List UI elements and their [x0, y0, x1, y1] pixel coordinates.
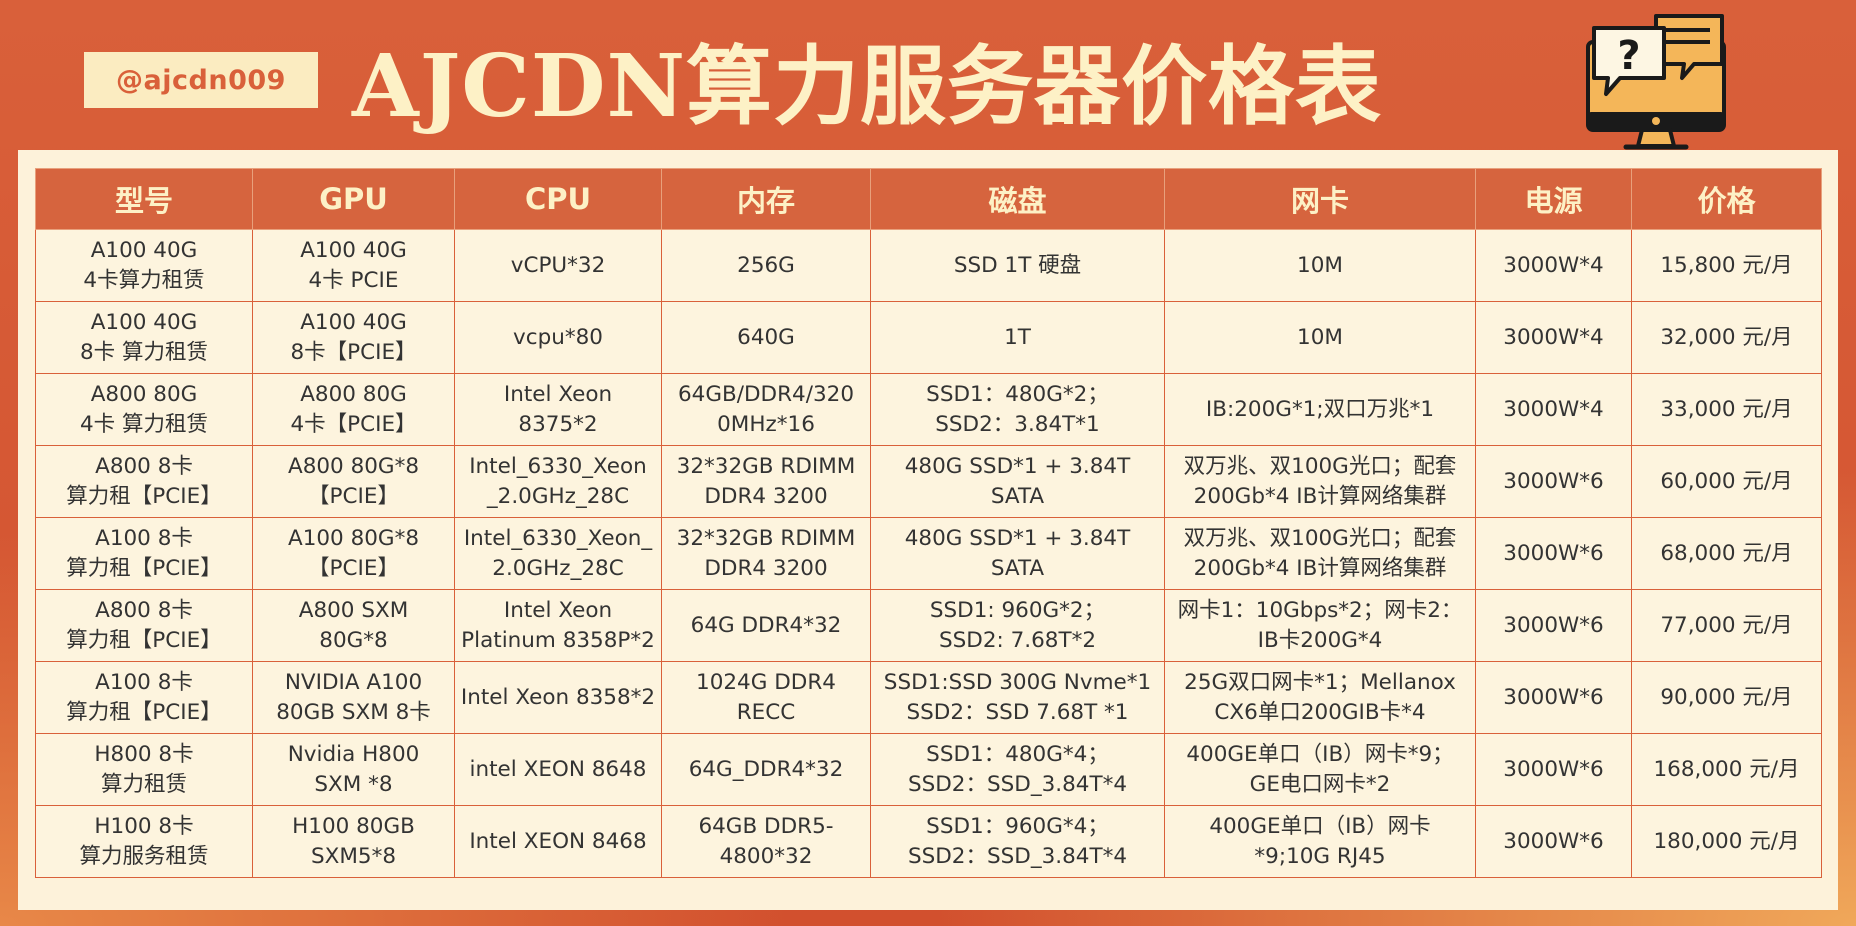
cell-price: 77,000 元/月	[1631, 589, 1822, 662]
column-header-disk: 磁盘	[870, 168, 1165, 230]
column-header-price: 价格	[1631, 168, 1822, 230]
cell-model: A100 40G 4卡算力租赁	[35, 229, 253, 302]
cell-disk: SSD1:SSD 300G Nvme*1 SSD2：SSD 7.68T *1	[870, 661, 1165, 734]
cell-disk: 1T	[870, 301, 1165, 374]
cell-disk: SSD1：480G*2； SSD2：3.84T*1	[870, 373, 1165, 446]
cell-price: 60,000 元/月	[1631, 445, 1822, 518]
cell-cpu: intel XEON 8648	[454, 733, 662, 806]
cell-memory: 64G DDR4*32	[661, 589, 871, 662]
column-header-gpu: GPU	[252, 168, 455, 230]
cell-model: A100 40G 8卡 算力租赁	[35, 301, 253, 374]
cell-gpu: A100 40G 4卡 PCIE	[252, 229, 455, 302]
cell-cpu: Intel_6330_Xeon _2.0GHz_28C	[454, 445, 662, 518]
cell-gpu: A800 80G*8 【PCIE】	[252, 445, 455, 518]
cell-memory: 64GB/DDR4/320 0MHz*16	[661, 373, 871, 446]
cell-price: 168,000 元/月	[1631, 733, 1822, 806]
table-row: A100 40G 4卡算力租赁 A100 40G 4卡 PCIE vCPU*32…	[35, 229, 1822, 302]
cell-disk: 480G SSD*1 + 3.84T SATA	[870, 517, 1165, 590]
cell-cpu: Intel XEON 8468	[454, 805, 662, 878]
cell-power: 3000W*6	[1475, 805, 1632, 878]
page-title: AJCDN算力服务器价格表	[352, 35, 1383, 137]
cell-cpu: Intel_6330_Xeon_ 2.0GHz_28C	[454, 517, 662, 590]
table-row: A100 8卡 算力租【PCIE】 NVIDIA A100 80GB SXM 8…	[35, 661, 1822, 734]
table-header: 型号 GPU CPU 内存 磁盘 网卡 电源 价格	[35, 168, 1822, 230]
cell-cpu: vcpu*80	[454, 301, 662, 374]
cell-disk: 480G SSD*1 + 3.84T SATA	[870, 445, 1165, 518]
cell-cpu: Intel Xeon 8358*2	[454, 661, 662, 734]
cell-memory: 256G	[661, 229, 871, 302]
cell-power: 3000W*4	[1475, 301, 1632, 374]
cell-power: 3000W*4	[1475, 373, 1632, 446]
cell-memory: 32*32GB RDIMM DDR4 3200	[661, 445, 871, 518]
cell-price: 180,000 元/月	[1631, 805, 1822, 878]
cell-model: A800 8卡 算力租【PCIE】	[35, 589, 253, 662]
column-header-memory: 内存	[661, 168, 871, 230]
computer-question-chat-icon: ?	[1586, 14, 1726, 150]
cell-gpu: A100 40G 8卡【PCIE】	[252, 301, 455, 374]
cell-power: 3000W*6	[1475, 589, 1632, 662]
cell-network: 10M	[1164, 301, 1476, 374]
cell-memory: 32*32GB RDIMM DDR4 3200	[661, 517, 871, 590]
cell-network: 400GE单口（IB）网卡 *9;10G RJ45	[1164, 805, 1476, 878]
cell-memory: 64GB DDR5- 4800*32	[661, 805, 871, 878]
column-header-network: 网卡	[1164, 168, 1476, 230]
cell-price: 15,800 元/月	[1631, 229, 1822, 302]
cell-memory: 1024G DDR4 RECC	[661, 661, 871, 734]
cell-gpu: NVIDIA A100 80GB SXM 8卡	[252, 661, 455, 734]
price-table: 型号 GPU CPU 内存 磁盘 网卡 电源 价格 A100 40G 4卡算力租…	[35, 168, 1822, 878]
svg-text:?: ?	[1617, 33, 1640, 79]
cell-network: 网卡1：10Gbps*2；网卡2： IB卡200G*4	[1164, 589, 1476, 662]
table-row: A100 8卡 算力租【PCIE】 A100 80G*8 【PCIE】 Inte…	[35, 517, 1822, 590]
cell-cpu: Intel Xeon 8375*2	[454, 373, 662, 446]
handle-badge: @ajcdn009	[84, 52, 318, 108]
cell-network: 10M	[1164, 229, 1476, 302]
cell-power: 3000W*6	[1475, 517, 1632, 590]
cell-cpu: Intel Xeon Platinum 8358P*2	[454, 589, 662, 662]
cell-model: H100 8卡 算力服务租赁	[35, 805, 253, 878]
handle-text: @ajcdn009	[116, 64, 286, 96]
cell-model: A100 8卡 算力租【PCIE】	[35, 517, 253, 590]
cell-model: A100 8卡 算力租【PCIE】	[35, 661, 253, 734]
cell-cpu: vCPU*32	[454, 229, 662, 302]
cell-gpu: Nvidia H800 SXM *8	[252, 733, 455, 806]
cell-price: 33,000 元/月	[1631, 373, 1822, 446]
cell-power: 3000W*6	[1475, 445, 1632, 518]
table-row: H100 8卡 算力服务租赁 H100 80GB SXM5*8 Intel XE…	[35, 805, 1822, 878]
cell-gpu: A800 80G 4卡【PCIE】	[252, 373, 455, 446]
cell-disk: SSD1: 960G*2； SSD2: 7.68T*2	[870, 589, 1165, 662]
cell-network: IB:200G*1;双口万兆*1	[1164, 373, 1476, 446]
table-row: H800 8卡 算力租赁 Nvidia H800 SXM *8 intel XE…	[35, 733, 1822, 806]
cell-price: 90,000 元/月	[1631, 661, 1822, 734]
cell-power: 3000W*6	[1475, 661, 1632, 734]
column-header-cpu: CPU	[454, 168, 662, 230]
cell-model: A800 8卡 算力租【PCIE】	[35, 445, 253, 518]
cell-model: A800 80G 4卡 算力租赁	[35, 373, 253, 446]
header-row: 型号 GPU CPU 内存 磁盘 网卡 电源 价格	[35, 168, 1822, 230]
cell-model: H800 8卡 算力租赁	[35, 733, 253, 806]
table-row: A800 8卡 算力租【PCIE】 A800 80G*8 【PCIE】 Inte…	[35, 445, 1822, 518]
cell-network: 400GE单口（IB）网卡*9； GE电口网卡*2	[1164, 733, 1476, 806]
cell-network: 双万兆、双100G光口；配套 200Gb*4 IB计算网络集群	[1164, 445, 1476, 518]
column-header-power: 电源	[1475, 168, 1632, 230]
table-body: A100 40G 4卡算力租赁 A100 40G 4卡 PCIE vCPU*32…	[35, 229, 1822, 878]
cell-network: 双万兆、双100G光口；配套 200Gb*4 IB计算网络集群	[1164, 517, 1476, 590]
cell-price: 68,000 元/月	[1631, 517, 1822, 590]
cell-gpu: A100 80G*8 【PCIE】	[252, 517, 455, 590]
cell-disk: SSD1：960G*4； SSD2：SSD_3.84T*4	[870, 805, 1165, 878]
table-row: A100 40G 8卡 算力租赁 A100 40G 8卡【PCIE】 vcpu*…	[35, 301, 1822, 374]
cell-power: 3000W*6	[1475, 733, 1632, 806]
cell-memory: 640G	[661, 301, 871, 374]
cell-network: 25G双口网卡*1；Mellanox CX6单口200GIB卡*4	[1164, 661, 1476, 734]
cell-gpu: A800 SXM 80G*8	[252, 589, 455, 662]
table-panel: 型号 GPU CPU 内存 磁盘 网卡 电源 价格 A100 40G 4卡算力租…	[18, 150, 1838, 910]
table-row: A800 8卡 算力租【PCIE】 A800 SXM 80G*8 Intel X…	[35, 589, 1822, 662]
table-row: A800 80G 4卡 算力租赁 A800 80G 4卡【PCIE】 Intel…	[35, 373, 1822, 446]
cell-price: 32,000 元/月	[1631, 301, 1822, 374]
cell-power: 3000W*4	[1475, 229, 1632, 302]
cell-gpu: H100 80GB SXM5*8	[252, 805, 455, 878]
column-header-model: 型号	[35, 168, 253, 230]
cell-disk: SSD 1T 硬盘	[870, 229, 1165, 302]
cell-disk: SSD1：480G*4； SSD2：SSD_3.84T*4	[870, 733, 1165, 806]
cell-memory: 64G_DDR4*32	[661, 733, 871, 806]
